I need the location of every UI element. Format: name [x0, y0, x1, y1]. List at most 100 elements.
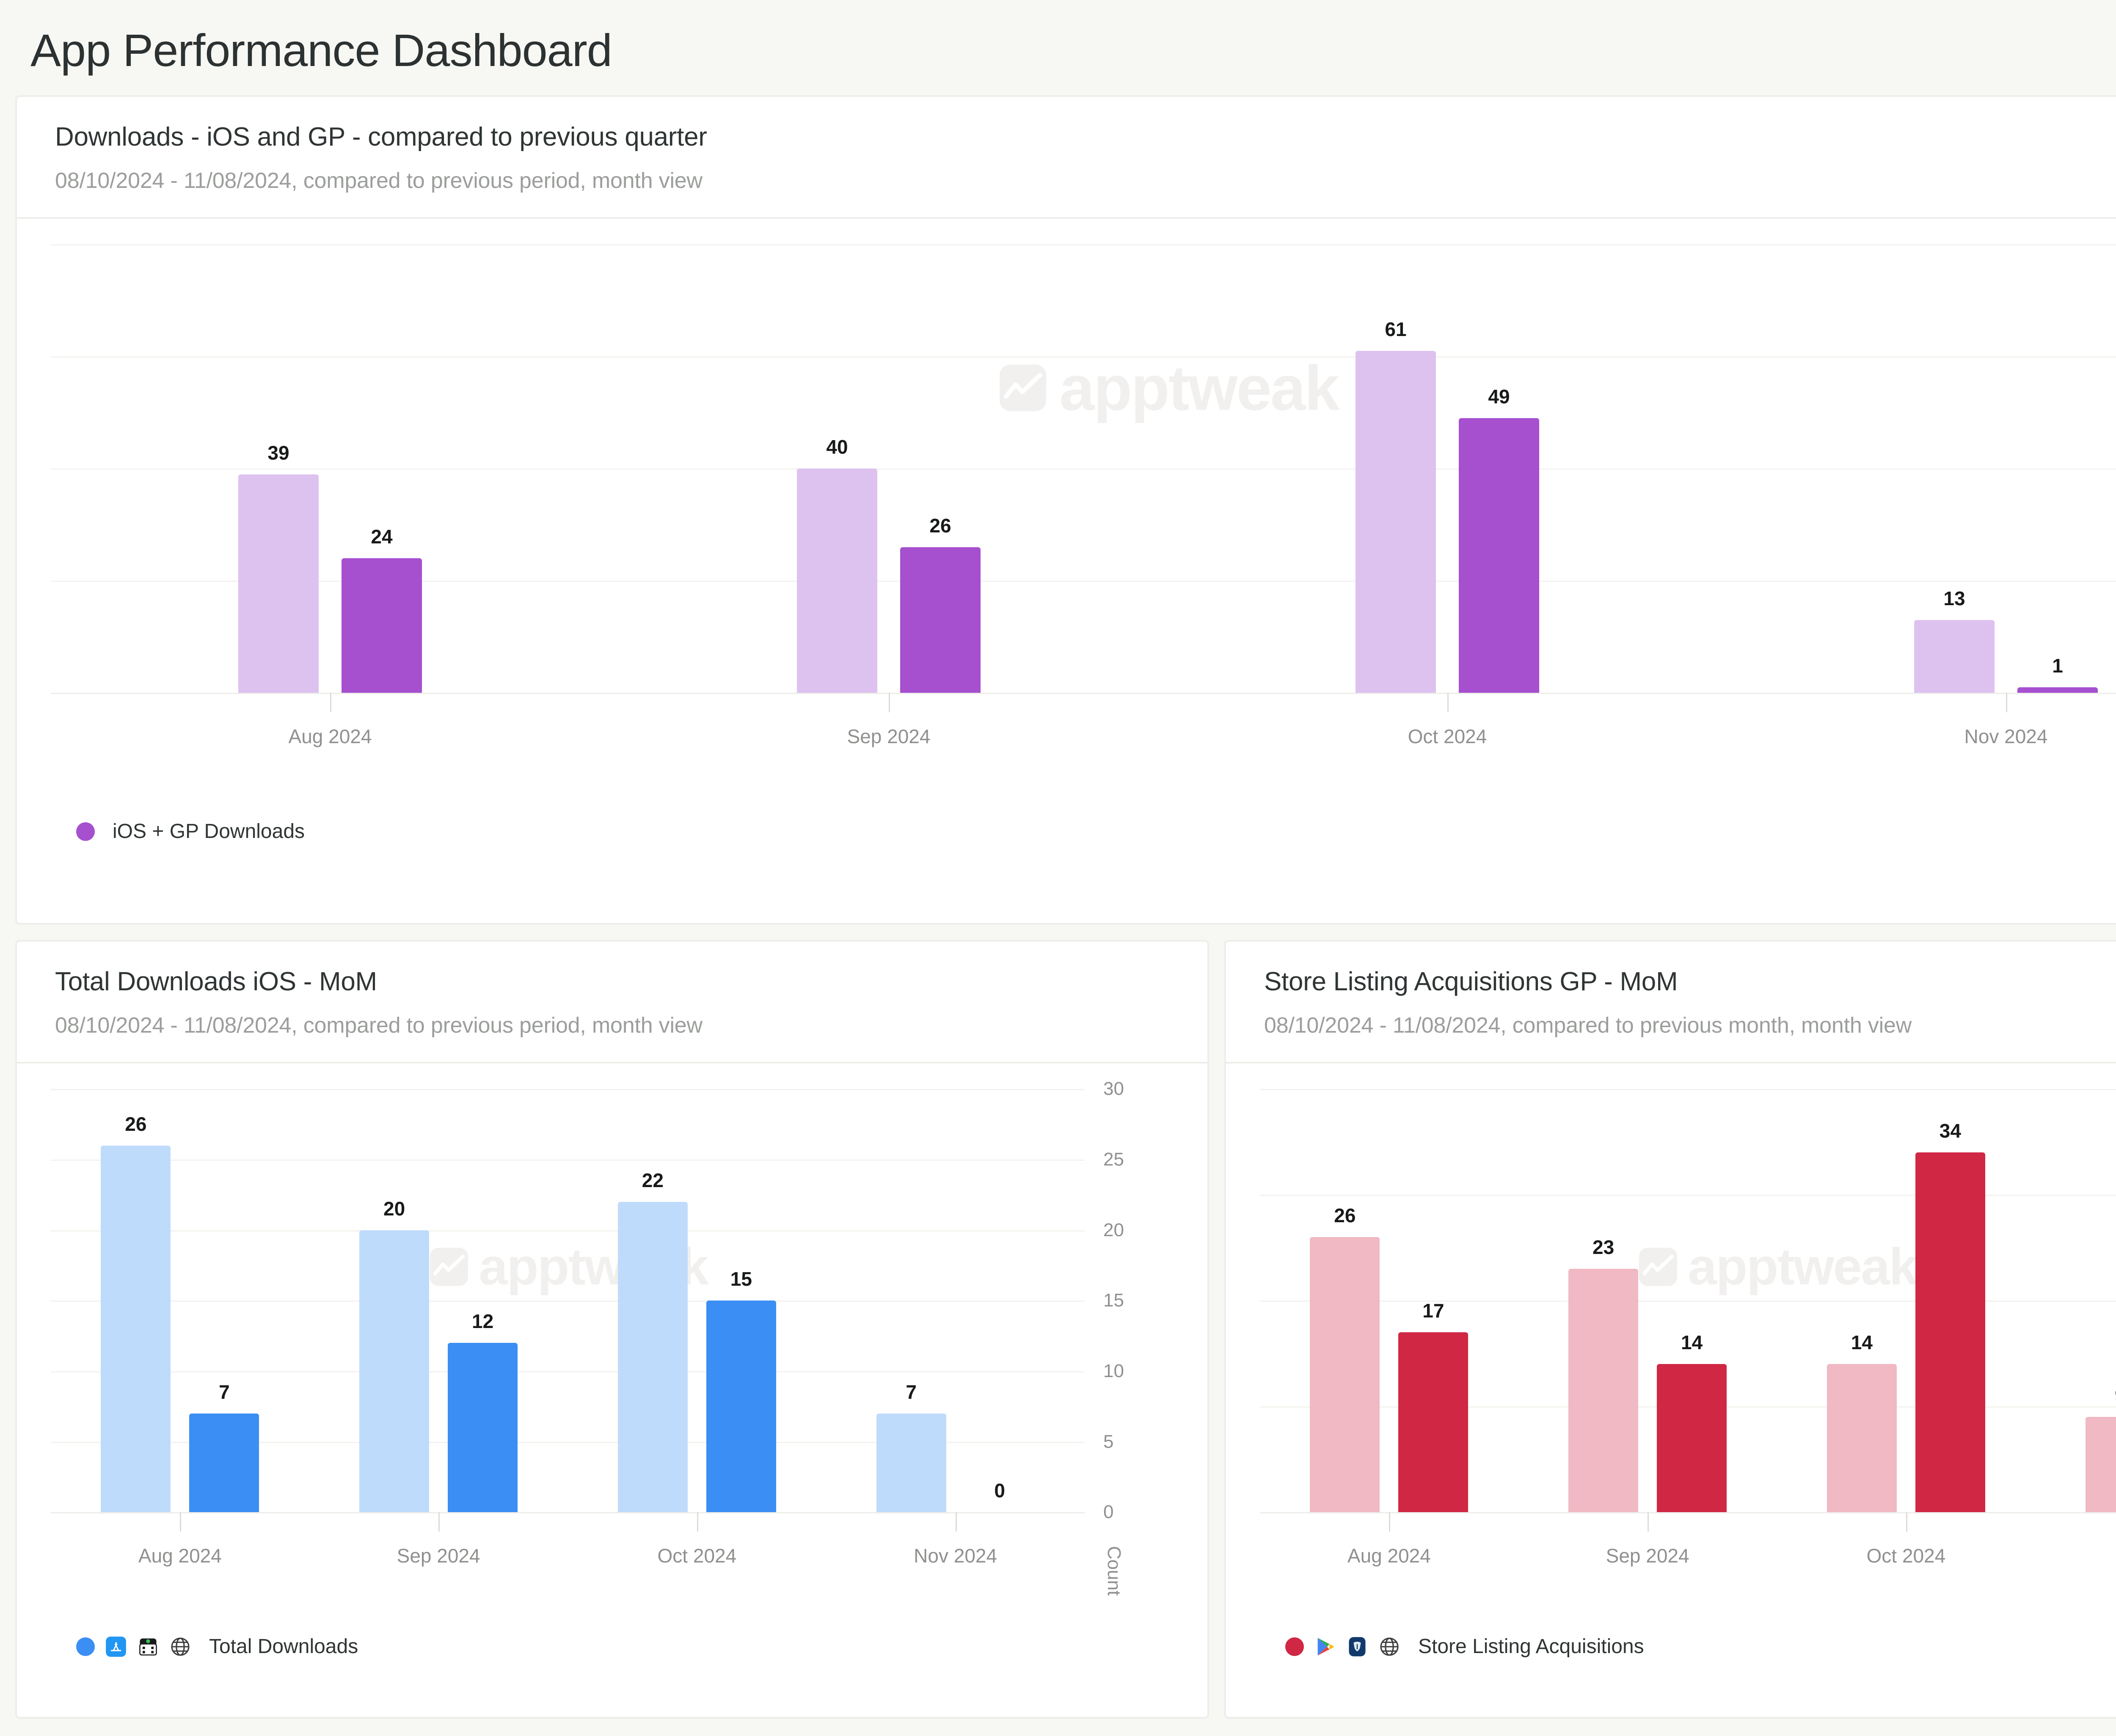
gridline: [51, 693, 2116, 694]
bar[interactable]: [617, 1202, 688, 1513]
card-title: Total Downloads iOS - MoM: [55, 967, 377, 996]
y-axis-tick-label: 30: [1103, 1078, 1124, 1099]
bar-value-label: 40: [826, 436, 848, 458]
apptweak-watermark: apptweak: [1637, 1237, 1918, 1297]
bar[interactable]: [448, 1343, 518, 1513]
bar[interactable]: [900, 547, 981, 693]
y-axis-tick-label: 5: [1103, 1431, 1114, 1452]
x-axis-tick: [1447, 693, 1449, 713]
card-store-listing-acquisitions: Store Listing Acquisitions GP - MoM 08/1…: [1224, 940, 2116, 1719]
bar[interactable]: [101, 1145, 171, 1513]
gridline: [51, 1089, 1085, 1091]
card-title: Downloads - iOS and GP - compared to pre…: [55, 122, 707, 152]
bar[interactable]: [876, 1414, 946, 1513]
bar[interactable]: [797, 468, 877, 693]
x-axis-label: Oct 2024: [657, 1545, 737, 1567]
bar[interactable]: [1827, 1364, 1897, 1513]
bar[interactable]: [2017, 687, 2098, 693]
gridline: [1260, 1512, 2116, 1514]
x-axis-tick: [438, 1512, 440, 1532]
bar-value-label: 7: [219, 1381, 230, 1403]
legend-label: iOS + GP Downloads: [113, 820, 305, 843]
bar[interactable]: [1568, 1269, 1639, 1513]
bar-value-label: 34: [1939, 1120, 1961, 1142]
card-header: Total Downloads iOS - MoM 08/10/2024 - 1…: [17, 942, 1207, 1038]
x-axis-tick: [1906, 1512, 1907, 1532]
gridline: [51, 1441, 1085, 1443]
chart-legend[interactable]: Store Listing Acquisitions: [1226, 1635, 1644, 1658]
card-subtitle: 08/10/2024 - 11/08/2024, compared to pre…: [55, 168, 703, 193]
bar-value-label: 9: [2115, 1384, 2116, 1407]
bar[interactable]: [1657, 1364, 1727, 1513]
bar-value-label: 61: [1385, 318, 1407, 341]
x-axis-tick: [889, 693, 890, 713]
y-axis-tick-label: 10: [1103, 1361, 1124, 1382]
globe-icon: [169, 1636, 191, 1658]
y-axis-tick-label: 25: [1103, 1149, 1124, 1170]
bar[interactable]: [1915, 1152, 1985, 1513]
bar-value-label: 17: [1422, 1300, 1444, 1322]
app-store-icon: [105, 1636, 127, 1658]
apptweak-watermark: apptweak: [997, 351, 1340, 424]
x-axis-label: Aug 2024: [1347, 1545, 1431, 1567]
bar-value-label: 22: [642, 1169, 664, 1192]
bar-value-label: 7: [906, 1381, 917, 1403]
bar-value-label: 26: [1334, 1204, 1356, 1227]
gridline: [1260, 1301, 2116, 1302]
gridline: [51, 244, 2116, 246]
bar[interactable]: [189, 1414, 259, 1513]
bar[interactable]: [1914, 620, 1995, 693]
bar[interactable]: [1459, 418, 1539, 693]
bar[interactable]: [1398, 1332, 1469, 1513]
gridline: [51, 1160, 1085, 1161]
bar-value-label: 26: [125, 1113, 147, 1135]
x-axis-label: Oct 2024: [1408, 725, 1487, 748]
y-axis-tick-label: 15: [1103, 1290, 1124, 1311]
x-axis-label: Nov 2024: [1964, 725, 2048, 748]
watermark-text: apptweak: [1687, 1237, 1918, 1296]
chart-total-downloads-ios: 0 5 10 15 20 25 30 Count apptweak 26 7 Aug 2024 20 12…: [17, 1064, 1207, 1724]
x-axis-tick: [1648, 1512, 1649, 1532]
x-axis-label: Sep 2024: [397, 1545, 480, 1567]
x-axis-label: Aug 2024: [138, 1545, 222, 1567]
x-axis-label: Nov 2024: [914, 1545, 997, 1567]
chart-legend[interactable]: iOS + GP Downloads: [17, 820, 305, 843]
bar[interactable]: [342, 558, 422, 693]
bar-value-label: 15: [730, 1268, 752, 1290]
chart-arrow-icon: [1639, 1248, 1677, 1286]
legend-label: Total Downloads: [209, 1635, 358, 1658]
bar-value-label: 12: [472, 1310, 494, 1333]
chart-downloads-ios-gp: 020406080Valueapptweak3924Aug 20244026Se…: [17, 219, 2116, 930]
bar-value-label: 49: [1488, 386, 1510, 408]
x-axis-tick: [330, 693, 331, 713]
bar[interactable]: [706, 1301, 776, 1513]
bar[interactable]: [238, 474, 319, 693]
bar-value-label: 14: [1681, 1331, 1703, 1354]
x-axis-tick: [955, 1512, 957, 1532]
plot-area: 010203040Countapptweak2617Aug 20242314Se…: [1260, 1089, 2116, 1567]
bar[interactable]: [1310, 1237, 1380, 1513]
bar[interactable]: [1356, 351, 1436, 693]
card-title: Store Listing Acquisitions GP - MoM: [1264, 967, 1678, 996]
legend-label: Store Listing Acquisitions: [1418, 1635, 1644, 1658]
chart-store-listing-acquisitions: 010203040Countapptweak2617Aug 20242314Se…: [1226, 1064, 2116, 1724]
bar[interactable]: [2085, 1417, 2116, 1513]
card-total-downloads-ios: Total Downloads iOS - MoM 08/10/2024 - 1…: [15, 940, 1209, 1719]
globe-icon: [1378, 1636, 1400, 1658]
chart-legend[interactable]: Total Downloads: [17, 1635, 358, 1658]
x-axis-label: Oct 2024: [1866, 1545, 1946, 1567]
card-header: Store Listing Acquisitions GP - MoM 08/1…: [1226, 942, 2116, 1038]
x-axis-tick: [2006, 693, 2007, 713]
plot-area: 0 5 10 15 20 25 30 Count apptweak 26 7 Aug 2024 20 12…: [51, 1078, 1124, 1596]
y-axis-tick-label: 20: [1103, 1219, 1124, 1240]
bar[interactable]: [359, 1230, 430, 1513]
card-divider: [1226, 1062, 2116, 1064]
google-play-icon: [1314, 1636, 1336, 1658]
gridline: [51, 468, 2116, 470]
bar-value-label: 14: [1851, 1331, 1873, 1354]
y-axis-tick-label: 0: [1103, 1502, 1114, 1523]
card-subtitle: 08/10/2024 - 11/08/2024, compared to pre…: [55, 1013, 703, 1038]
card-header: Downloads - iOS and GP - compared to pre…: [17, 97, 2116, 193]
gridline: [51, 1512, 1085, 1514]
